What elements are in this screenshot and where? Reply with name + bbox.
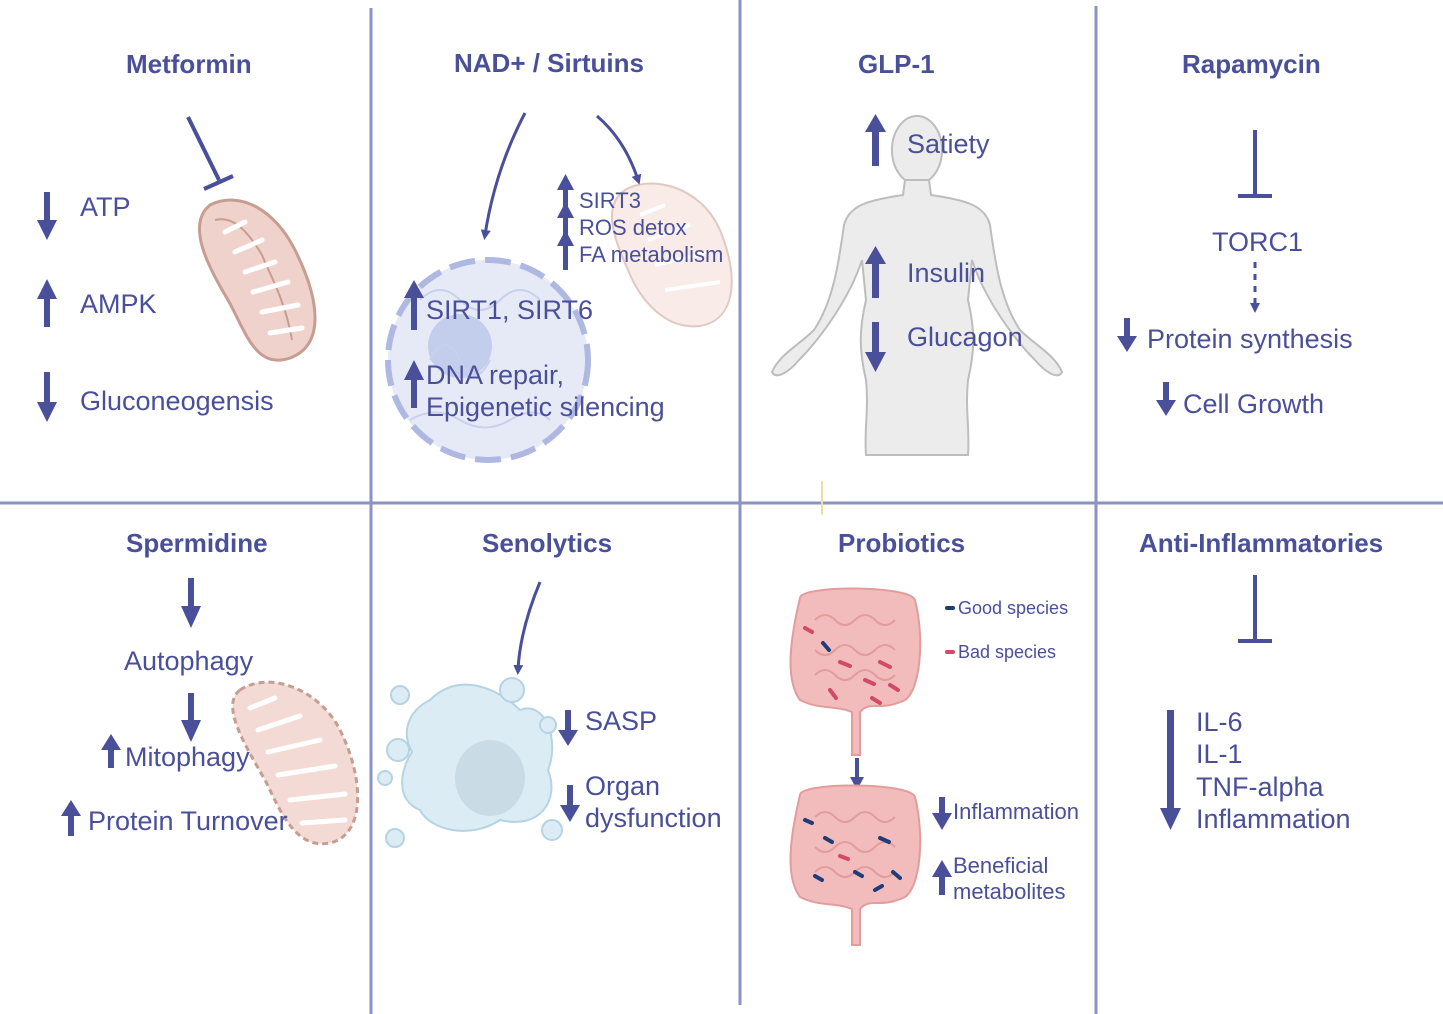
antiinflam-down-arrow xyxy=(1160,710,1181,830)
ampk-label: AMPK xyxy=(80,289,157,319)
inflammation-probiotics-label: Inflammation xyxy=(953,799,1079,824)
faded-mitochondrion-icon xyxy=(610,182,733,328)
probiotics-title: Probiotics xyxy=(838,528,966,558)
senolytics-title: Senolytics xyxy=(482,528,613,558)
probiotics-arrows xyxy=(932,797,952,895)
cell-growth-label: Cell Growth xyxy=(1183,389,1325,419)
protein-synthesis-label: Protein synthesis xyxy=(1147,324,1353,354)
good-species-markers-after xyxy=(803,818,902,892)
bad-species-markers xyxy=(803,626,900,705)
senescent-cell-icon xyxy=(377,677,563,848)
fa-metabolism-label: FA metabolism xyxy=(579,242,724,267)
metabolites-label: metabolites xyxy=(953,879,1066,904)
mitophagy-label: Mitophagy xyxy=(125,742,250,772)
rapamycin-inhibit-icon xyxy=(1238,130,1272,198)
senolytics-down-arrows xyxy=(558,710,580,822)
il1-label: IL-1 xyxy=(1196,739,1243,769)
epigenetic-label: Epigenetic silencing xyxy=(426,392,665,422)
antiinflam-inhibit-icon xyxy=(1238,575,1272,643)
nad-arrows xyxy=(480,112,642,240)
metformin-title: Metformin xyxy=(126,49,252,79)
organ-label: Organ xyxy=(585,771,661,801)
spermidine-mitochondrion-icon xyxy=(231,680,360,846)
gluconeogenesis-label: Gluconeogensis xyxy=(80,386,274,416)
spermidine-title: Spermidine xyxy=(126,528,268,558)
sirt1-sirt6-label: SIRT1, SIRT6 xyxy=(426,295,594,325)
glp1-arrows xyxy=(865,114,886,372)
mitochondrion-icon xyxy=(198,198,317,362)
good-species-markers-before xyxy=(821,641,831,652)
bad-species-legend: Bad species xyxy=(958,642,1057,662)
metformin-arrows xyxy=(37,192,57,422)
glp1-title: GLP-1 xyxy=(858,49,935,79)
nad-title: NAD+ / Sirtuins xyxy=(454,48,644,78)
dna-repair-label: DNA repair, xyxy=(426,360,565,390)
il6-label: IL-6 xyxy=(1196,707,1243,737)
good-species-legend: Good species xyxy=(958,598,1069,618)
spermidine-arrows xyxy=(61,578,201,836)
rapamycin-title: Rapamycin xyxy=(1182,49,1321,79)
satiety-label: Satiety xyxy=(907,129,990,159)
sirt3-label: SIRT3 xyxy=(579,188,641,213)
insulin-label: Insulin xyxy=(907,258,986,288)
atp-label: ATP xyxy=(80,192,131,222)
dysfunction-label: dysfunction xyxy=(585,803,722,833)
probiotics-legend-markers xyxy=(945,606,955,654)
nad-updown-arrows xyxy=(404,174,574,408)
human-body-icon xyxy=(770,115,1064,456)
ros-detox-label: ROS detox xyxy=(579,215,687,240)
sasp-label: SASP xyxy=(585,706,658,736)
antiinflam-title: Anti-Inflammatories xyxy=(1139,528,1384,558)
bad-species-markers-after xyxy=(838,854,850,861)
glucagon-label: Glucagon xyxy=(907,322,1023,352)
protein-turnover-label: Protein Turnover xyxy=(88,806,288,836)
beneficial-label: Beneficial xyxy=(953,853,1049,878)
torc1-label: TORC1 xyxy=(1212,227,1304,257)
autophagy-label: Autophagy xyxy=(124,646,254,676)
gut-icon-before xyxy=(789,587,922,756)
inflammation-label: Inflammation xyxy=(1196,804,1351,834)
metformin-inhibit-icon xyxy=(186,116,234,191)
tnf-alpha-label: TNF-alpha xyxy=(1196,772,1324,802)
probiotics-down-arrow xyxy=(850,758,864,790)
senolytics-arrow xyxy=(513,581,542,675)
nucleus-cell-icon xyxy=(385,257,591,463)
gut-icon-after xyxy=(789,784,922,946)
rapamycin-arrows xyxy=(1117,318,1176,416)
